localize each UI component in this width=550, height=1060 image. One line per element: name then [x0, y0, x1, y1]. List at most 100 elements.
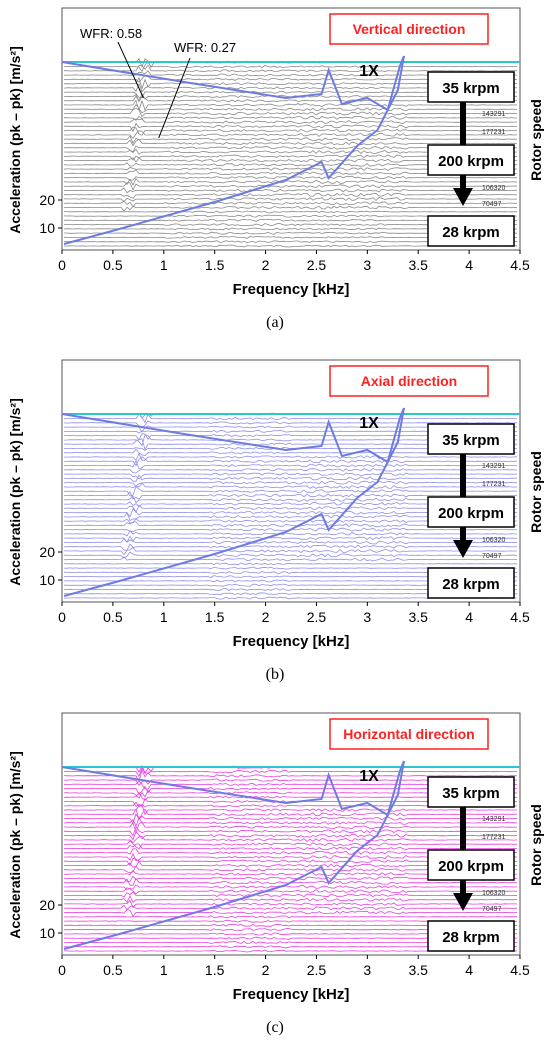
panel-2: 0 0.5 1 1.5 2 2.5 3 3.5 4 4.5 Frequency [kHz] 10 20 A…: [0, 352, 550, 702]
spectrum-trace: [63, 562, 517, 566]
panel-caption: (c): [266, 1019, 284, 1036]
spectrum-trace: [63, 840, 518, 850]
x-tick-label: 4: [465, 257, 473, 273]
x-tick-label: 0.5: [103, 962, 123, 978]
spectrum-trace: [63, 543, 518, 551]
direction-label: Axial direction: [361, 373, 457, 389]
wfr-arrow: [117, 41, 144, 99]
speed-peak-label: 200 krpm: [438, 153, 504, 170]
speed-arrow-head: [453, 188, 473, 206]
x-tick-label: 1: [160, 609, 168, 625]
speed-end-label-box: [427, 567, 515, 599]
rotor-speed-label: Rotor speed: [528, 99, 544, 181]
waterfall-chart: 0 0.5 1 1.5 2 2.5 3 3.5 4 4.5 Frequency [kHz] 10 20 A…: [7, 359, 544, 650]
x-tick-label: 0.5: [103, 609, 123, 625]
x-tick-label: 0.5: [103, 257, 123, 273]
panel-caption: (b): [265, 666, 285, 683]
direction-box: [329, 365, 489, 397]
panel-3: 0 0.5 1 1.5 2 2.5 3 3.5 4 4.5 Frequency [kHz] 10 20 A…: [0, 705, 550, 1055]
spectrum-trace: [64, 452, 518, 461]
y-tick-label: 10: [39, 220, 55, 236]
x-tick-label: 4.5: [510, 257, 530, 273]
spectrum-trace: [63, 895, 518, 903]
spectrum-trace: [63, 467, 518, 474]
rotor-speed-label: Rotor speed: [528, 804, 544, 886]
rpm-tag: 177231: [482, 481, 505, 488]
speed-peak-label-box: [427, 496, 515, 528]
speed-start-label-box: [427, 71, 515, 103]
spectrum-trace: [63, 843, 518, 851]
speed-end-label: 28 krpm: [442, 576, 500, 593]
spectrum-trace: [63, 192, 518, 199]
spectrum-trace: [63, 115, 517, 121]
x-tick-label: 1.5: [205, 257, 225, 273]
speed-end-label-box: [427, 215, 515, 247]
spectrum-trace: [63, 491, 518, 500]
spectrum-trace: [64, 547, 517, 556]
panel-caption: (a): [266, 314, 284, 331]
spectrum-trace: [63, 459, 517, 470]
plot-frame: [61, 7, 521, 251]
x-tick-label: 2.5: [307, 609, 327, 625]
spectrum-trace: [64, 915, 518, 919]
speed-arrow-head: [453, 893, 473, 911]
rpm-tag: 70497: [482, 201, 502, 208]
y-tick-label: 20: [39, 192, 55, 208]
spectrum-trace: [63, 122, 517, 133]
spectrum-trace: [64, 831, 518, 841]
spectrum-trace: [63, 187, 517, 194]
direction-box: [329, 718, 489, 750]
spectrum-trace: [63, 118, 518, 125]
order-1x-label: 1X: [359, 768, 379, 785]
y-tick-label: 20: [39, 897, 55, 913]
y-axis-label: Acceleration (pk – pk) [m/s²]: [7, 46, 23, 234]
rpm-tag: 177231: [482, 834, 505, 841]
spectrum-trace: [63, 909, 518, 917]
rpm-tag: 106320: [482, 185, 505, 192]
speed-start-label-box: [427, 423, 515, 455]
spectrum-trace: [63, 482, 518, 489]
spectrum-trace: [63, 887, 518, 895]
speed-end-label: 28 krpm: [442, 929, 500, 946]
upper-1x-envelope: [61, 55, 405, 112]
speed-start-label: 35 krpm: [442, 432, 500, 449]
speed-start-label-box: [427, 776, 515, 808]
spectrum-trace: [63, 884, 518, 891]
spectrum-trace: [63, 197, 518, 202]
rpm-tag: 106320: [482, 890, 505, 897]
x-tick-label: 4.5: [510, 962, 530, 978]
direction-box: [329, 13, 489, 45]
x-tick-label: 3: [363, 962, 371, 978]
x-tick-label: 1: [160, 962, 168, 978]
wfr-label: WFR: 0.58: [80, 26, 142, 41]
spectrum-trace: [63, 904, 518, 911]
x-tick-label: 3: [363, 257, 371, 273]
spectrum-trace: [63, 135, 517, 144]
x-tick-label: 1: [160, 257, 168, 273]
x-tick-label: 2.5: [307, 962, 327, 978]
spectrum-trace: [63, 61, 517, 73]
x-tick-label: 3: [363, 609, 371, 625]
panel-1: 0 0.5 1 1.5 2 2.5 3 3.5 4 4.5 Frequency [kHz] 10 20 A…: [0, 0, 550, 350]
spectrum-trace: [63, 804, 518, 816]
x-tick-label: 0: [58, 257, 66, 273]
y-tick-label: 10: [39, 925, 55, 941]
direction-label: Horizontal direction: [343, 726, 474, 742]
x-tick-label: 4: [465, 962, 473, 978]
spectrum-trace: [64, 64, 517, 73]
wfr-label: WFR: 0.27: [174, 40, 236, 55]
x-tick-label: 3.5: [408, 962, 428, 978]
spectrum-trace: [64, 556, 518, 562]
order-1x-label: 1X: [359, 63, 379, 80]
spectrum-trace: [63, 456, 518, 467]
x-tick-label: 0: [58, 609, 66, 625]
x-axis-label: Frequency [kHz]: [233, 986, 350, 1003]
lower-1x-envelope: [63, 760, 405, 950]
wfr-arrow: [158, 57, 191, 139]
x-axis-label: Frequency [kHz]: [233, 281, 350, 298]
direction-label: Vertical direction: [353, 21, 466, 37]
spectrum-trace: [64, 205, 518, 212]
x-tick-label: 2.5: [307, 257, 327, 273]
spectrum-trace: [63, 825, 518, 837]
y-axis-label: Acceleration (pk – pk) [m/s²]: [7, 398, 23, 586]
